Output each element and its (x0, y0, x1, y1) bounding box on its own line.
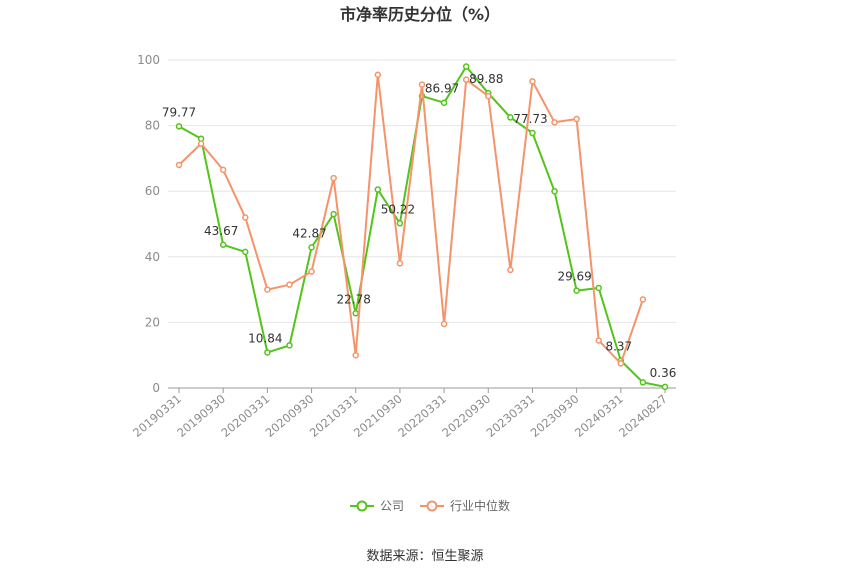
data-label: 50.22 (381, 202, 415, 216)
x-tick-label: 20200331 (218, 392, 272, 440)
data-point (175, 123, 183, 130)
data-point (242, 214, 249, 221)
data-point (396, 220, 404, 227)
data-label: 43.67 (204, 224, 238, 238)
data-point (374, 186, 382, 193)
data-point (529, 129, 536, 137)
legend-marker (356, 500, 368, 512)
x-tick-label: 20220930 (439, 392, 493, 440)
data-label: 79.77 (162, 105, 196, 119)
data-point (573, 115, 580, 123)
series (175, 63, 669, 391)
data-point (595, 284, 602, 292)
data-point (374, 71, 382, 79)
data-point (639, 296, 647, 303)
data-label: 8.37 (605, 340, 632, 354)
data-point (507, 114, 514, 121)
data-point (219, 241, 227, 249)
data-point (308, 244, 315, 251)
data-point (418, 81, 426, 88)
data-point (507, 266, 514, 274)
chart-title: 市净率历史分位（%） (340, 5, 500, 24)
x-tick-label: 20230930 (528, 392, 582, 440)
data-point (529, 78, 536, 85)
series-0 (175, 63, 669, 391)
data-point (551, 187, 558, 195)
legend-item-1[interactable]: 行业中位数 (420, 498, 510, 513)
data-label: 42.87 (292, 226, 326, 240)
data-point (197, 140, 205, 147)
data-point (264, 349, 271, 356)
series-line (178, 73, 644, 365)
legend-label: 公司 (380, 499, 404, 513)
x-tick-label: 20200930 (263, 392, 317, 440)
data-point (286, 281, 293, 288)
data-point (485, 92, 492, 100)
y-tick-label: 80 (145, 119, 160, 133)
y-tick-label: 20 (145, 315, 160, 329)
data-label: 29.69 (557, 270, 591, 284)
axes: 0 20 40 60 80 100 2019033120190930202003312020… (130, 53, 676, 440)
x-tick-label: 20240331 (572, 392, 626, 440)
data-point (595, 337, 602, 344)
x-tick-label: 20240827 (616, 392, 670, 440)
x-tick-label: 20210930 (351, 392, 405, 440)
data-label: 77.73 (513, 112, 547, 126)
x-tick-label: 20230331 (484, 392, 538, 440)
data-point (219, 166, 227, 174)
x-tick-label: 20190930 (174, 392, 228, 440)
data-label: 86.97 (425, 82, 459, 96)
data-point (462, 76, 470, 83)
data-label: 0.36 (650, 366, 677, 380)
data-point (661, 383, 669, 391)
data-label: 89.88 (469, 72, 503, 86)
data-point (462, 63, 470, 70)
data-point (551, 119, 558, 126)
source-note: 数据来源：恒生聚源 (366, 549, 483, 564)
y-tick-label: 0 (152, 381, 160, 395)
data-point (330, 174, 337, 182)
y-tick-label: 100 (137, 53, 160, 67)
data-point (352, 351, 359, 359)
data-point (617, 360, 625, 367)
y-tick-label: 60 (145, 184, 160, 198)
data-point (242, 248, 249, 256)
series-1 (175, 71, 647, 367)
data-label: 10.84 (248, 331, 282, 345)
data-point (573, 287, 580, 294)
x-tick-label: 20190331 (130, 392, 184, 440)
data-point (308, 268, 315, 275)
data-point (440, 99, 448, 106)
legend-label: 行业中位数 (450, 498, 510, 513)
data-point (396, 260, 404, 267)
legend[interactable]: 公司 行业中位数 (350, 498, 510, 513)
data-point (440, 320, 448, 328)
data-label: 22.78 (337, 292, 371, 306)
data-point (352, 310, 359, 317)
data-point (264, 286, 271, 293)
data-point (639, 379, 647, 386)
data-labels: 79.77 43.67 10.84 42.87 22.78 50.22 86.97 89.88… (162, 72, 677, 380)
x-tick-label: 20210331 (307, 392, 361, 440)
legend-marker (426, 500, 438, 512)
data-point (175, 161, 183, 169)
x-tick-label: 20220331 (395, 392, 449, 440)
data-point (286, 342, 293, 349)
data-point (330, 210, 337, 218)
y-tick-label: 40 (145, 250, 160, 264)
legend-item-0[interactable]: 公司 (350, 499, 404, 513)
